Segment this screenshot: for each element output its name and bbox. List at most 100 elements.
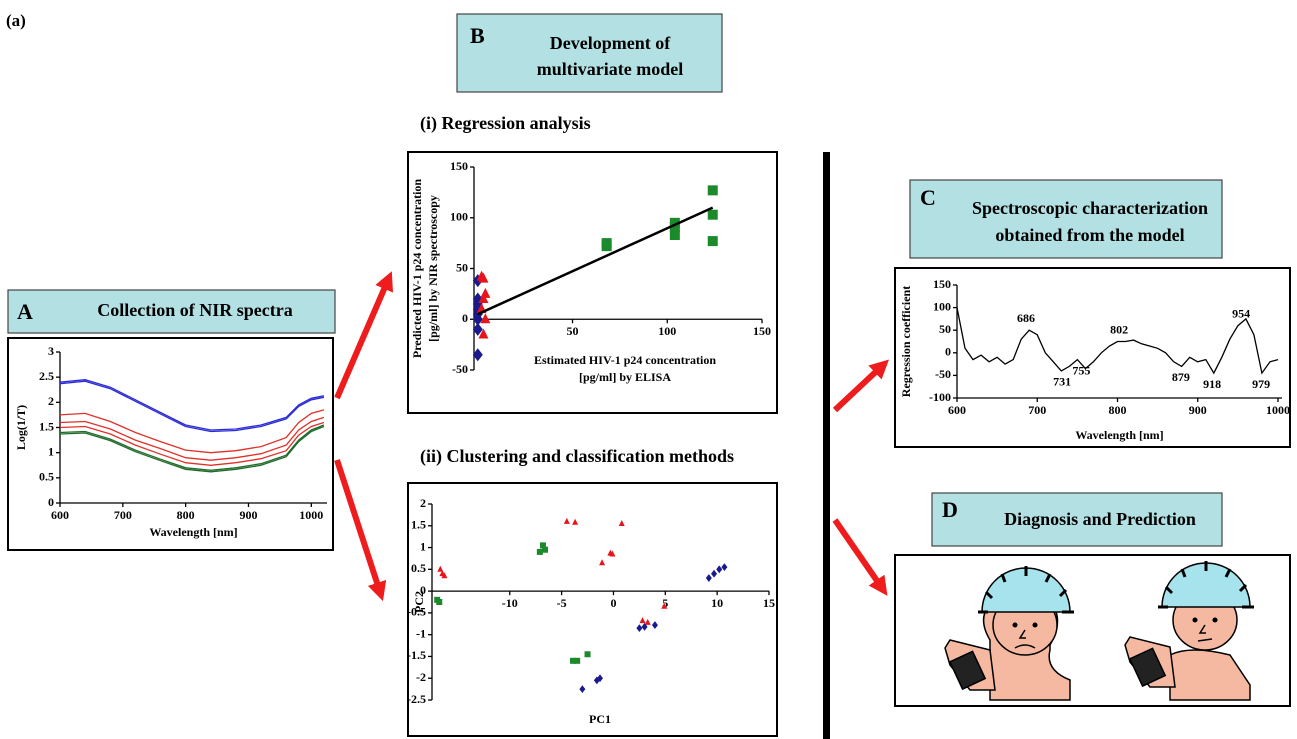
- data-line: [59, 421, 325, 466]
- point: [669, 230, 680, 241]
- y-tick-label: 100: [933, 299, 951, 313]
- peak-label: 879: [1172, 370, 1190, 384]
- point: [536, 548, 543, 555]
- chart-title: (i) Regression analysis: [420, 113, 591, 134]
- panel-header: [456, 13, 723, 93]
- y-tick-label: 1: [420, 539, 426, 553]
- y-tick-label: -50: [452, 362, 468, 376]
- y-tick-label: 100: [450, 210, 468, 224]
- point: [436, 599, 443, 605]
- y-tick-label: 1.5: [411, 518, 426, 532]
- x-tick-label: 800: [177, 508, 195, 522]
- y-tick-label: -1.5: [407, 648, 426, 662]
- y-tick-label: 0: [420, 583, 426, 597]
- point: [478, 328, 489, 339]
- y-tick-label: 2: [48, 394, 54, 408]
- point: [472, 322, 483, 336]
- peak-label: 979: [1252, 377, 1270, 391]
- point: [601, 238, 612, 249]
- panel-title: Spectroscopic characterization: [972, 198, 1208, 218]
- point: [472, 348, 483, 362]
- point: [707, 236, 718, 247]
- point: [480, 313, 491, 324]
- point: [596, 674, 603, 683]
- separator: [823, 152, 830, 739]
- x-tick-label: 900: [239, 508, 257, 522]
- data-line: [59, 425, 325, 473]
- x-tick-label: 700: [1028, 403, 1046, 417]
- chart-frame: [407, 151, 778, 414]
- point: [721, 563, 728, 572]
- panel-title: Development of: [550, 33, 671, 53]
- y-tick-label: 0: [945, 345, 951, 359]
- y-tick-label: 150: [933, 277, 951, 291]
- chart-frame: [7, 337, 334, 551]
- x-tick-label: 10: [711, 596, 723, 610]
- point: [584, 651, 591, 658]
- point: [539, 542, 546, 549]
- x-tick-label: 800: [1108, 403, 1126, 417]
- point: [707, 209, 718, 220]
- x-tick-label: 900: [1189, 403, 1207, 417]
- x-tick-label: -10: [502, 596, 518, 610]
- data-line: [59, 379, 325, 431]
- point: [661, 602, 668, 609]
- point: [441, 572, 448, 579]
- point: [618, 520, 625, 526]
- panel-letter: B: [470, 23, 485, 48]
- data-line: [59, 416, 325, 461]
- data-line: [59, 380, 325, 433]
- x-axis-label: Estimated HIV-1 p24 concentration: [534, 353, 716, 367]
- x-tick-label: 1000: [1266, 403, 1290, 417]
- point: [437, 565, 444, 572]
- point: [639, 617, 646, 624]
- point: [476, 270, 487, 281]
- point: [705, 574, 712, 582]
- point: [572, 518, 579, 525]
- peak-label: 918: [1203, 377, 1221, 391]
- y-axis-label: Regression coefficient: [899, 286, 913, 397]
- panel-header: [931, 492, 1223, 547]
- y-axis-label: PC2: [412, 591, 426, 613]
- x-tick-label: 100: [658, 324, 676, 338]
- y-tick-label: 1.5: [39, 419, 54, 433]
- x-axis-label: Wavelength [nm]: [149, 525, 237, 539]
- data-line: [477, 206, 714, 316]
- x-tick-label: 600: [51, 508, 69, 522]
- point: [636, 624, 643, 633]
- y-tick-label: 50: [456, 260, 468, 274]
- point: [599, 559, 606, 566]
- y-axis-label: Predicted HIV-1 p24 concentration: [410, 179, 424, 359]
- panel-title: Collection of NIR spectra: [97, 300, 292, 320]
- panel-title: Diagnosis and Prediction: [1004, 509, 1196, 529]
- panel-title: multivariate model: [537, 59, 683, 79]
- point: [570, 657, 577, 664]
- y-tick-label: 0.5: [411, 561, 426, 575]
- point: [711, 569, 718, 578]
- point: [574, 657, 581, 664]
- point: [716, 565, 723, 574]
- point: [579, 685, 586, 694]
- chart-frame: [894, 267, 1291, 448]
- y-tick-label: -50: [935, 367, 951, 381]
- panel-header: [909, 179, 1223, 259]
- data-line: [59, 409, 325, 454]
- point: [478, 292, 489, 303]
- y-axis-label: Log(1/T): [14, 405, 28, 450]
- figure-label: (a): [6, 11, 26, 30]
- data-line: [59, 424, 325, 471]
- peak-label: 802: [1110, 322, 1128, 336]
- panel-title: obtained from the model: [995, 225, 1184, 245]
- chart-title: (ii) Clustering and classification metho…: [420, 446, 734, 467]
- point: [651, 621, 658, 629]
- peak-label: 686: [1017, 311, 1035, 325]
- y-tick-label: 2.5: [39, 369, 54, 383]
- point: [609, 550, 616, 557]
- y-tick-label: -100: [929, 390, 951, 404]
- y-tick-label: -1: [416, 626, 426, 640]
- data-line: [956, 307, 1279, 375]
- peak-label: 755: [1072, 363, 1090, 377]
- panel-header: [7, 289, 336, 334]
- y-tick-label: 1: [48, 444, 54, 458]
